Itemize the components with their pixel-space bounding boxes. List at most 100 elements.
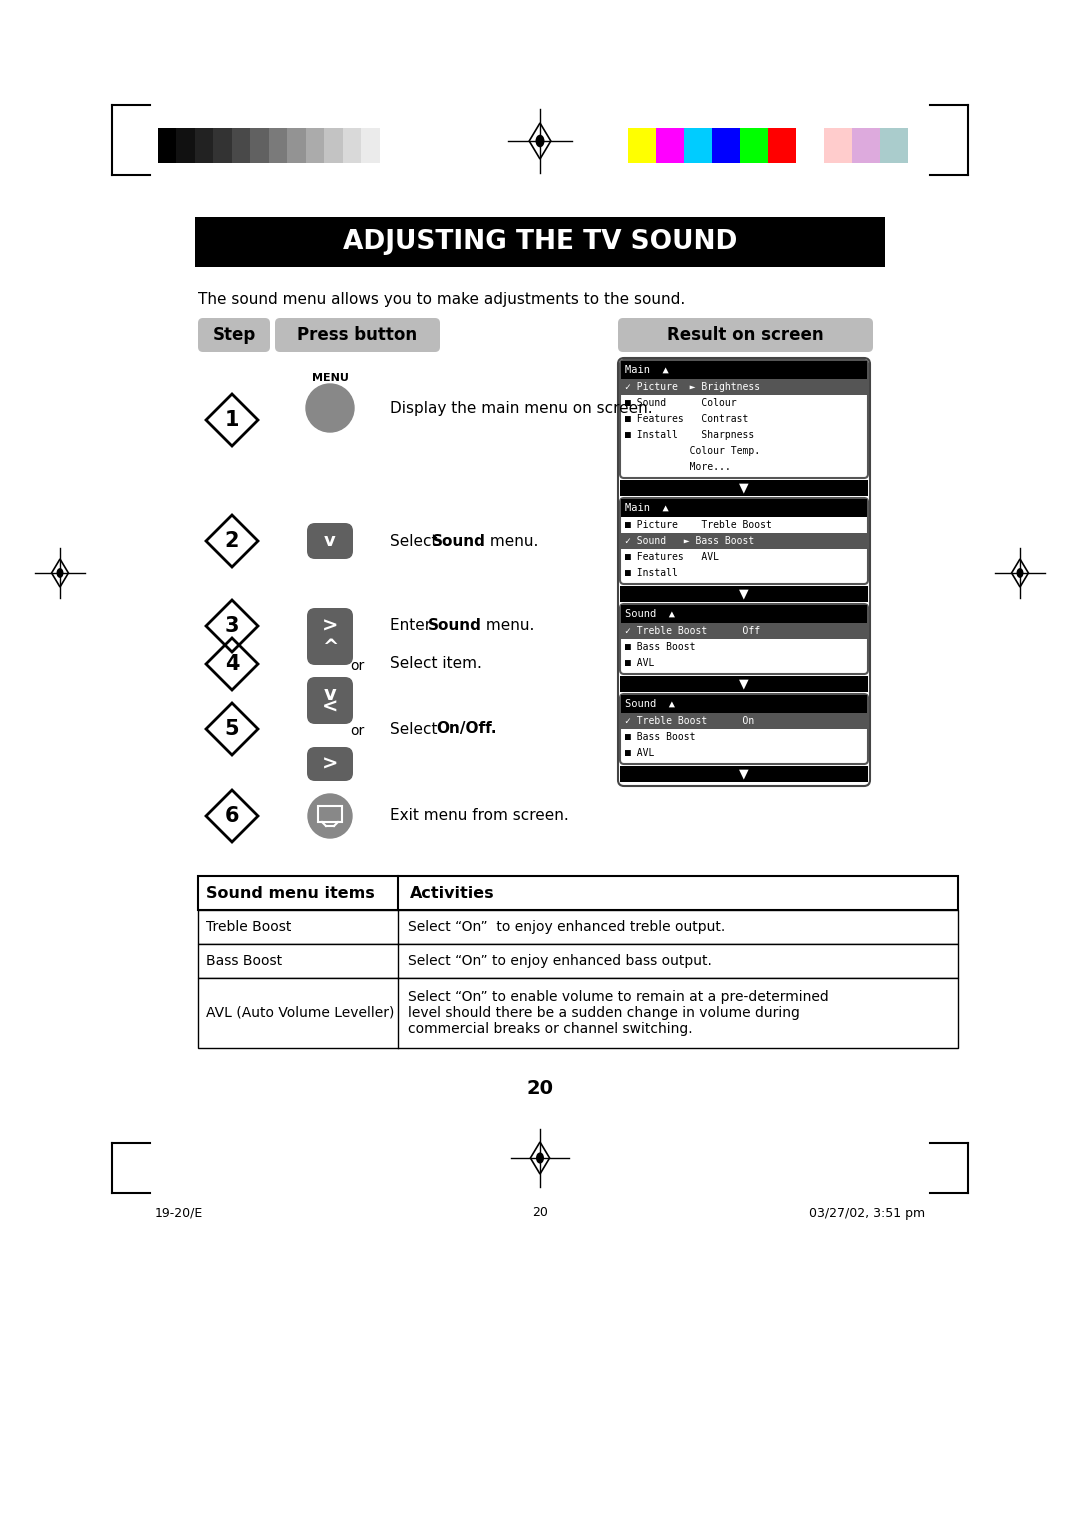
Text: ■ Sound      Colour: ■ Sound Colour <box>625 397 737 408</box>
Circle shape <box>306 384 354 432</box>
Text: Treble Boost: Treble Boost <box>206 920 292 934</box>
Text: ■ Bass Boost: ■ Bass Boost <box>625 732 696 743</box>
Text: Sound menu items: Sound menu items <box>206 886 375 900</box>
Text: Select: Select <box>390 533 443 549</box>
Bar <box>194 128 214 163</box>
Text: Colour Temp.: Colour Temp. <box>625 446 760 455</box>
Bar <box>621 533 867 549</box>
Text: Sound: Sound <box>428 619 482 634</box>
Text: >: > <box>322 755 338 773</box>
Bar <box>379 128 399 163</box>
Bar <box>620 480 868 497</box>
Bar <box>620 675 868 692</box>
Text: ■ Install    Sharpness: ■ Install Sharpness <box>625 429 754 440</box>
Text: Enter: Enter <box>390 619 436 634</box>
FancyBboxPatch shape <box>275 318 440 351</box>
Bar <box>621 379 867 396</box>
Bar <box>176 128 194 163</box>
Bar <box>621 361 867 379</box>
Bar <box>621 605 867 623</box>
FancyBboxPatch shape <box>620 361 868 478</box>
Text: 4: 4 <box>225 654 240 674</box>
Text: 20: 20 <box>527 1079 554 1097</box>
Text: ^: ^ <box>322 639 338 657</box>
Text: Display the main menu on screen.: Display the main menu on screen. <box>390 400 652 416</box>
Bar <box>740 128 768 163</box>
Text: Press button: Press button <box>297 325 417 344</box>
Text: ✓ Treble Boost      Off: ✓ Treble Boost Off <box>625 626 760 636</box>
FancyBboxPatch shape <box>307 691 353 724</box>
FancyBboxPatch shape <box>198 318 270 351</box>
Bar <box>621 500 867 516</box>
FancyBboxPatch shape <box>620 694 868 764</box>
FancyBboxPatch shape <box>307 677 353 711</box>
Text: ■ Features   Contrast: ■ Features Contrast <box>625 414 748 423</box>
Text: Select “On”  to enjoy enhanced treble output.: Select “On” to enjoy enhanced treble out… <box>408 920 726 934</box>
Text: Sound  ▲: Sound ▲ <box>625 698 675 709</box>
Text: On/Off.: On/Off. <box>436 721 497 736</box>
Bar <box>269 128 287 163</box>
Text: Bass Boost: Bass Boost <box>206 953 282 969</box>
Bar <box>361 128 379 163</box>
Bar <box>621 714 867 729</box>
Bar <box>621 623 867 639</box>
Bar <box>198 944 958 978</box>
Text: 5: 5 <box>225 720 240 740</box>
Bar <box>768 128 796 163</box>
Bar <box>198 876 958 911</box>
FancyBboxPatch shape <box>307 608 353 643</box>
Text: Sound  ▲: Sound ▲ <box>625 610 675 619</box>
Text: Select “On” to enable volume to remain at a pre-determined
level should there be: Select “On” to enable volume to remain a… <box>408 990 828 1036</box>
Bar <box>796 128 824 163</box>
Text: >: > <box>322 616 338 636</box>
FancyBboxPatch shape <box>307 631 353 665</box>
Bar <box>621 695 867 714</box>
Text: Step: Step <box>213 325 256 344</box>
Bar <box>656 128 684 163</box>
Bar <box>198 911 958 944</box>
Text: ■ Features   AVL: ■ Features AVL <box>625 552 719 562</box>
Text: Result on screen: Result on screen <box>666 325 823 344</box>
Bar <box>198 978 958 1048</box>
Text: ■ Bass Boost: ■ Bass Boost <box>625 642 696 652</box>
Bar <box>251 128 269 163</box>
Text: ▼: ▼ <box>739 587 748 601</box>
Text: menu.: menu. <box>481 619 535 634</box>
Bar <box>287 128 306 163</box>
Circle shape <box>308 795 352 837</box>
Ellipse shape <box>536 134 544 147</box>
Text: AVL (Auto Volume Leveller): AVL (Auto Volume Leveller) <box>206 1005 394 1021</box>
Text: Sound: Sound <box>432 533 486 549</box>
Text: ▼: ▼ <box>739 481 748 495</box>
Bar <box>712 128 740 163</box>
Text: ■ AVL: ■ AVL <box>625 659 654 668</box>
Text: 3: 3 <box>225 616 240 636</box>
Bar <box>342 128 361 163</box>
Text: ✓ Treble Boost      On: ✓ Treble Boost On <box>625 717 754 726</box>
Text: Main  ▲: Main ▲ <box>625 365 669 374</box>
Text: menu.: menu. <box>485 533 538 549</box>
Text: Select item.: Select item. <box>390 657 482 671</box>
Text: 03/27/02, 3:51 pm: 03/27/02, 3:51 pm <box>809 1207 924 1219</box>
Text: ▼: ▼ <box>739 767 748 781</box>
Bar <box>620 766 868 782</box>
Text: 1: 1 <box>225 410 240 429</box>
Text: ■ Picture    Treble Boost: ■ Picture Treble Boost <box>625 520 772 530</box>
Bar <box>318 805 342 822</box>
Text: ADJUSTING THE TV SOUND: ADJUSTING THE TV SOUND <box>342 229 738 255</box>
Text: 6: 6 <box>225 805 240 827</box>
Text: MENU: MENU <box>311 373 349 384</box>
Text: Select: Select <box>390 721 443 736</box>
FancyBboxPatch shape <box>307 523 353 559</box>
Text: ✓ Sound   ► Bass Boost: ✓ Sound ► Bass Boost <box>625 536 754 545</box>
Text: ✓ Picture  ► Brightness: ✓ Picture ► Brightness <box>625 382 760 393</box>
Bar <box>214 128 232 163</box>
Ellipse shape <box>56 568 64 578</box>
Text: 2: 2 <box>225 532 240 552</box>
Bar <box>306 128 324 163</box>
Text: Exit menu from screen.: Exit menu from screen. <box>390 808 569 824</box>
Text: Select “On” to enjoy enhanced bass output.: Select “On” to enjoy enhanced bass outpu… <box>408 953 712 969</box>
Text: Activities: Activities <box>410 886 495 900</box>
Bar <box>627 128 656 163</box>
Text: 19-20/E: 19-20/E <box>156 1207 203 1219</box>
